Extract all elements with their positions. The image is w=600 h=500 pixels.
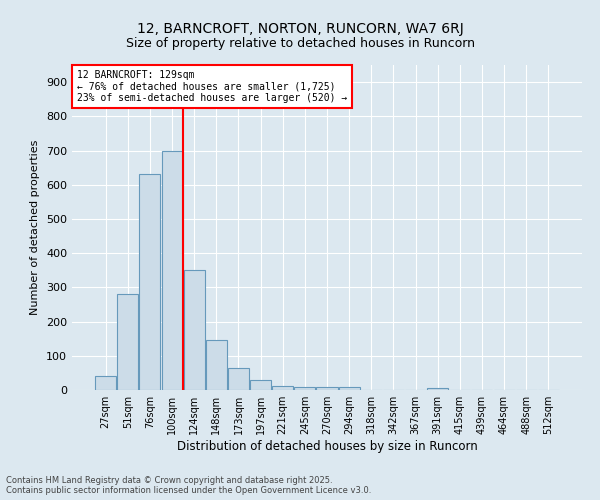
- Bar: [118, 294, 139, 390]
- Bar: [161, 150, 182, 390]
- Y-axis label: Number of detached properties: Number of detached properties: [31, 140, 40, 315]
- Text: 12, BARNCROFT, NORTON, RUNCORN, WA7 6RJ: 12, BARNCROFT, NORTON, RUNCORN, WA7 6RJ: [137, 22, 463, 36]
- Bar: [295, 386, 316, 390]
- Bar: [206, 340, 227, 390]
- Text: Size of property relative to detached houses in Runcorn: Size of property relative to detached ho…: [125, 38, 475, 51]
- Bar: [427, 388, 448, 390]
- Bar: [184, 270, 205, 390]
- Text: Contains HM Land Registry data © Crown copyright and database right 2025.
Contai: Contains HM Land Registry data © Crown c…: [6, 476, 371, 495]
- Bar: [228, 368, 249, 390]
- Bar: [272, 386, 293, 390]
- Bar: [316, 386, 338, 390]
- Bar: [338, 386, 359, 390]
- Bar: [95, 376, 116, 390]
- X-axis label: Distribution of detached houses by size in Runcorn: Distribution of detached houses by size …: [176, 440, 478, 453]
- Bar: [250, 380, 271, 390]
- Text: 12 BARNCROFT: 129sqm
← 76% of detached houses are smaller (1,725)
23% of semi-de: 12 BARNCROFT: 129sqm ← 76% of detached h…: [77, 70, 347, 103]
- Bar: [139, 174, 160, 390]
